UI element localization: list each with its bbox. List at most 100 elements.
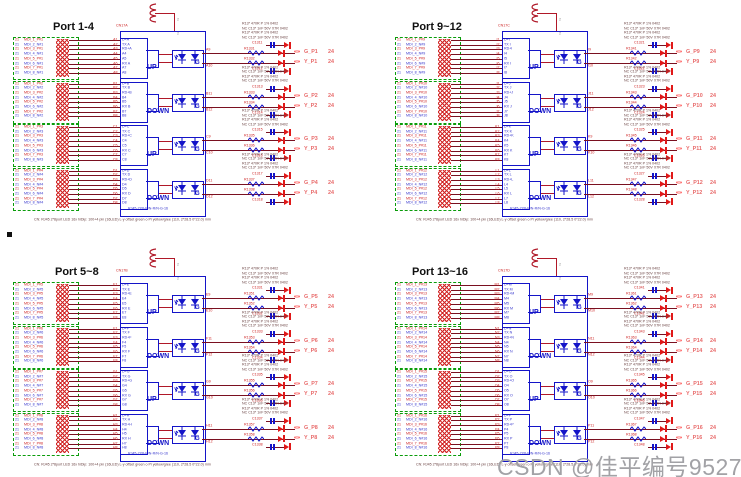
connector-ref: CN17A [116,23,128,28]
page-ref: 21 [397,138,402,143]
capacitor-icon [655,85,657,92]
wire [541,386,554,387]
net-label: MDI_8_N#13 [406,315,428,320]
net-label: MDI_6_N#14 [406,349,428,354]
rc-note: NC C13* 1nF 50V X7R 0402 [624,165,670,170]
net-label: MDI_5_P#6 [24,344,44,349]
capacitor-icon [270,400,272,406]
wire [451,347,502,349]
wire [69,175,120,177]
rc-note: NC C13* 1nF 50V X7R 0402 [242,358,288,363]
offpage-flag-icon: «» [294,188,301,195]
esd-diode-icon [289,443,291,450]
net-label: MDI_2_N#3 [24,129,44,134]
termination-hatch [56,414,69,453]
net-label: MDI_6_N#10 [406,104,428,109]
wire [266,114,284,116]
connector-pin-block [120,168,148,210]
esd-diode-icon [671,172,673,179]
resistor-icon [248,435,264,442]
wire [584,298,677,299]
rc-note: R13* 470R P 1% 0402 [242,30,279,35]
connector-pin-block-step [528,93,541,112]
capacitor-icon [652,85,654,92]
rc-note: R13* 470R P 1% 0402 [624,117,661,122]
resistor-icon [630,435,646,442]
pin-name: F5 [122,344,127,349]
pin-number: A5 [113,56,118,61]
page-ref: 21 [15,397,20,402]
wire [69,400,120,402]
net-label: MDI_7_P#1 [24,65,44,70]
pin-number: P4 [495,427,500,432]
pin-number: E5 [113,301,118,306]
capacitor-icon [655,374,657,380]
wire [451,328,502,330]
esd-diode-icon [278,147,283,153]
orientation-label: UP [147,151,157,158]
led-pin-label: K10 [588,150,595,155]
pin-name: D+M [504,282,512,287]
pin-name: RX I [504,61,512,66]
pin-number: B8 [113,113,118,118]
pin-number: J2 [495,85,500,90]
pin-number: C5 [112,143,118,148]
net-label: MDI_5_P#5 [24,301,44,306]
pin-number: E2 [113,287,118,292]
capacitor-icon [270,313,272,319]
net-label: MDI_4_N#12 [406,182,428,187]
offpage-flag-label: Y_P3 [304,145,318,152]
orientation-label: DOWN [147,107,170,115]
capacitor-icon [270,330,272,337]
page-ref: 21 [397,291,402,296]
pin-name: B4 [122,95,127,100]
page-ref: 21 [397,37,402,42]
pin-name: RX C [122,148,131,153]
resistor-icon [630,190,646,197]
net-label: MDI_5_P#10 [406,99,428,104]
wire [69,285,120,286]
pin-name: D+B [122,81,130,86]
esd-diode-icon [660,137,665,143]
port-title: Port 9~12 [412,21,462,33]
rc-note: R13* 470R P 1% 0402 [242,353,279,358]
led-pair-icon [557,138,581,151]
termination-hatch [56,371,69,409]
capacitor-icon [655,68,657,74]
esd-diode-icon [665,180,667,187]
resistor-ref: R1343 [626,90,637,95]
esd-diode-icon [283,391,285,399]
page-ref: 21 [397,315,402,320]
pin-number: O4 [494,383,500,388]
led-pair-icon [557,339,581,353]
rc-note: R13* 470R P 1% 0402 [242,397,279,402]
shield-pin-label: 2 [177,276,180,281]
wire [69,313,120,315]
rc-note: R13* 470R P 1% 0402 [624,21,661,26]
resistor-ref: R1332 [244,56,255,61]
wire [451,175,502,177]
wire [69,372,120,373]
orientation-label: UP [147,396,157,403]
wire [451,83,502,85]
led-pin-label: K9 [588,134,593,139]
pin-number: F6 [113,349,118,354]
esd-diode-icon [666,287,671,293]
pin-name: G4 [122,383,127,388]
page-ref: 21 [15,129,20,134]
net-label: MDI_7_P#9 [406,65,426,70]
page-ref: 21 [15,388,20,393]
pin-number: A7 [113,65,118,70]
wire [451,111,502,113]
led-pair-box [172,338,204,357]
resistor-ref: R1358 [244,432,255,437]
wire [451,372,502,373]
termination-hatch [438,82,451,121]
wire [202,140,295,141]
led-pair-box [172,180,204,199]
capacitor-icon [655,42,657,48]
led-pin-label: O10 [588,395,595,400]
capacitor-ref: C1318 [252,197,263,202]
wire [159,192,172,194]
esd-diode-icon [671,85,673,92]
